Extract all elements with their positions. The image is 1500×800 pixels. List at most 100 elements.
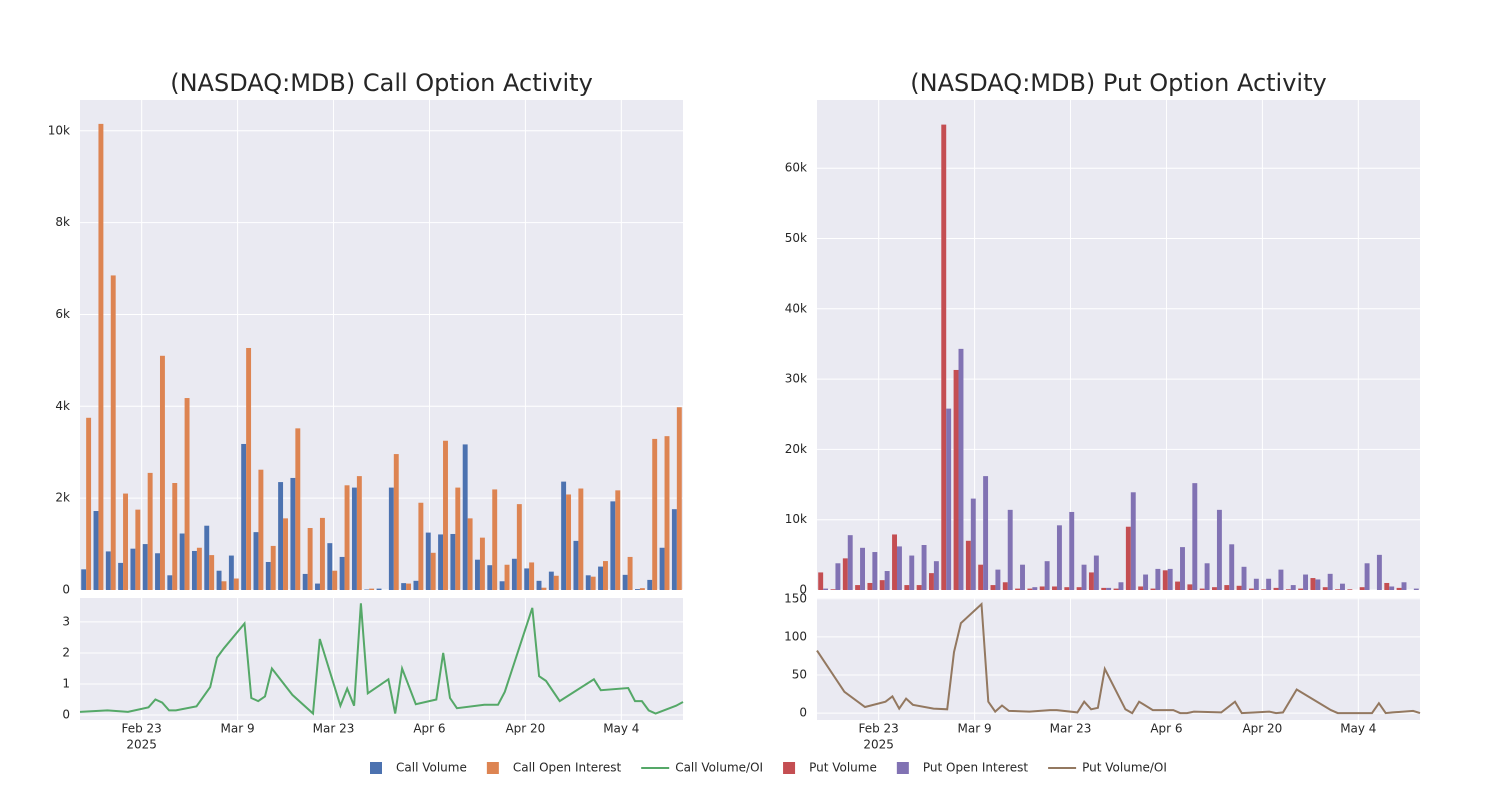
bar	[487, 565, 493, 590]
bar	[970, 498, 976, 590]
bar	[1229, 544, 1235, 590]
bar	[639, 588, 645, 590]
y2-tick-label: 150	[784, 591, 807, 605]
bar	[842, 558, 848, 590]
bar	[1138, 586, 1144, 590]
bar	[81, 569, 87, 590]
bar	[830, 589, 836, 590]
bar	[1322, 587, 1328, 590]
bar	[344, 485, 350, 590]
y-tick-label: 0	[799, 583, 807, 597]
y-tick-label: 8k	[55, 215, 70, 229]
bar	[671, 509, 677, 590]
x-tick-label: Apr 20	[505, 722, 545, 736]
bar	[123, 493, 128, 590]
bar	[315, 583, 320, 590]
bar	[270, 545, 276, 590]
bar	[1052, 586, 1057, 590]
bar	[536, 580, 542, 590]
bar	[302, 573, 308, 590]
bar	[524, 568, 530, 590]
bar	[351, 487, 357, 590]
bar	[467, 518, 473, 590]
bar	[135, 509, 141, 590]
bar	[1278, 569, 1284, 590]
bar	[1064, 587, 1070, 590]
bar	[983, 476, 989, 590]
bar	[958, 348, 964, 590]
y-tick-label: 6k	[55, 307, 70, 321]
bar	[258, 469, 264, 590]
bar	[566, 494, 572, 590]
bar	[1216, 509, 1222, 590]
bar	[1248, 588, 1254, 590]
bar	[855, 585, 861, 590]
bar	[664, 436, 670, 590]
legend-label: Put Open Interest	[923, 761, 1029, 775]
bar	[676, 407, 682, 590]
bar	[1327, 573, 1333, 590]
bar	[209, 555, 215, 590]
bar	[1056, 525, 1062, 590]
y-tick-label: 20k	[785, 442, 807, 456]
y-tick-label: 10k	[48, 123, 70, 137]
bar	[246, 347, 252, 590]
bar	[941, 124, 947, 590]
bar	[1113, 588, 1119, 590]
bar	[475, 559, 480, 590]
bar	[990, 585, 996, 590]
x-year-label: 2025	[863, 738, 894, 752]
bar	[265, 561, 271, 590]
plot-bg	[817, 598, 1420, 720]
bar	[965, 540, 971, 590]
bar	[147, 472, 153, 590]
bar	[430, 552, 436, 590]
bar	[1106, 587, 1112, 590]
legend-label: Put Volume	[809, 761, 877, 775]
bar	[1236, 585, 1242, 590]
y2-tick-label: 0	[799, 706, 807, 720]
bar	[1162, 570, 1168, 590]
ratio-line	[79, 603, 684, 716]
legend-swatch	[783, 762, 796, 774]
x-tick-label: Mar 23	[1050, 722, 1092, 736]
bar	[1310, 578, 1316, 590]
x-tick-label: Feb 23	[858, 722, 898, 736]
bar	[93, 511, 99, 590]
y2-tick-label: 3	[62, 614, 70, 628]
bar	[659, 547, 665, 590]
bar	[191, 550, 197, 590]
y-tick-label: 4k	[55, 399, 70, 413]
bar	[184, 398, 190, 590]
bar	[1020, 564, 1025, 590]
bar	[516, 504, 522, 590]
legend-swatch	[896, 762, 909, 774]
bar	[369, 588, 375, 590]
bar	[376, 588, 382, 590]
bar	[652, 438, 658, 590]
bar	[916, 585, 922, 590]
y2-tick-label: 50	[792, 668, 807, 682]
bar	[1340, 583, 1345, 590]
bar	[933, 561, 939, 590]
bar	[438, 534, 444, 590]
bar	[1241, 566, 1247, 590]
bar	[1101, 587, 1107, 590]
bar	[86, 417, 92, 590]
bar	[561, 481, 567, 590]
bar	[233, 578, 239, 590]
x-tick-label: Mar 23	[313, 722, 355, 736]
bar	[603, 561, 608, 590]
bar	[1039, 586, 1045, 590]
bar	[1212, 587, 1217, 590]
bar	[1093, 555, 1099, 590]
x-tick-label: May 4	[1340, 722, 1376, 736]
bar	[635, 589, 640, 590]
bar	[1002, 582, 1008, 590]
bar	[590, 576, 596, 590]
bar	[615, 490, 621, 590]
bar	[98, 123, 104, 590]
bar	[462, 444, 468, 590]
y-tick-label: 60k	[785, 161, 807, 175]
bar	[946, 408, 952, 590]
